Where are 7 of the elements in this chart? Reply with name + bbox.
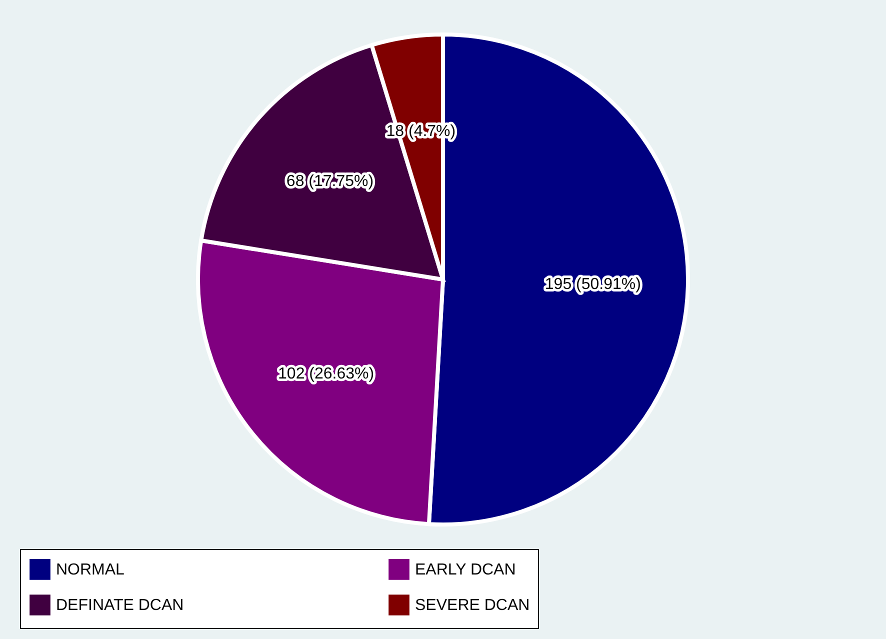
legend-label: EARLY DCAN (415, 561, 516, 578)
data-label: 68 (17.75%) (286, 172, 374, 190)
legend-label: SEVERE DCAN (415, 597, 530, 614)
legend-label: NORMAL (56, 561, 125, 578)
data-label: 102 (26.63%) (278, 365, 374, 382)
legend-label: DEFINATE DCAN (56, 597, 184, 614)
data-label: 195 (50.91%) (544, 276, 641, 293)
